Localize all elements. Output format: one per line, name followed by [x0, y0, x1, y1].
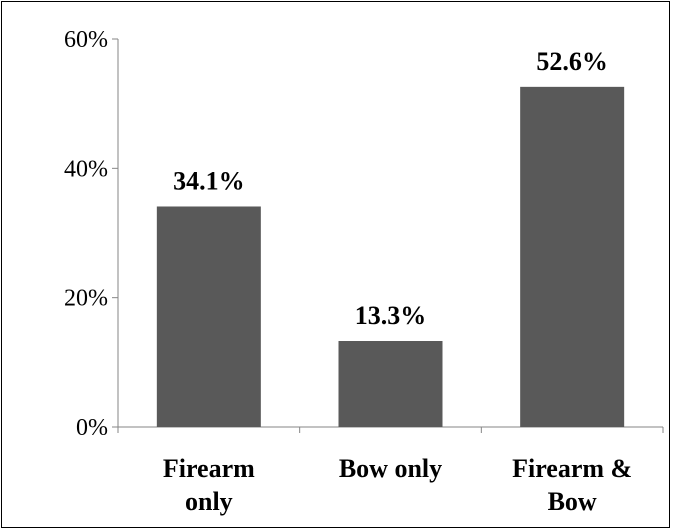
x-category-label: Bow only: [339, 454, 442, 483]
chart-labels: 34.1% Firearm only 13.3% Bow only 52.6% Firear…: [163, 47, 632, 516]
bar: [520, 86, 625, 427]
bar-chart: 0% 20% 40% 60% 34.1% Firearm only 13.3% Bow onl…: [64, 27, 664, 516]
x-category-label: Firearm: [163, 454, 255, 483]
x-category-label: Firearm &: [512, 454, 632, 483]
x-category-label: Bow: [548, 487, 597, 516]
y-tick-label: 0%: [76, 415, 108, 441]
y-tick-label: 60%: [64, 27, 108, 53]
y-tick-label: 40%: [64, 156, 108, 182]
bar: [338, 340, 443, 427]
x-category-label: only: [185, 487, 233, 516]
bar-value-label: 52.6%: [536, 47, 608, 76]
chart-bars: [156, 86, 625, 427]
chart-axes: 0% 20% 40% 60%: [64, 27, 664, 441]
y-tick-label: 20%: [64, 286, 108, 312]
bar-value-label: 34.1%: [173, 166, 245, 195]
bar-value-label: 13.3%: [355, 301, 427, 330]
bar: [156, 206, 261, 427]
